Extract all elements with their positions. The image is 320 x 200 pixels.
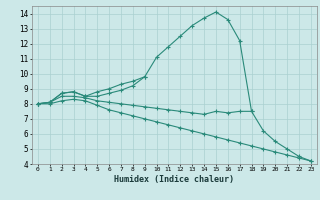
X-axis label: Humidex (Indice chaleur): Humidex (Indice chaleur)	[115, 175, 234, 184]
